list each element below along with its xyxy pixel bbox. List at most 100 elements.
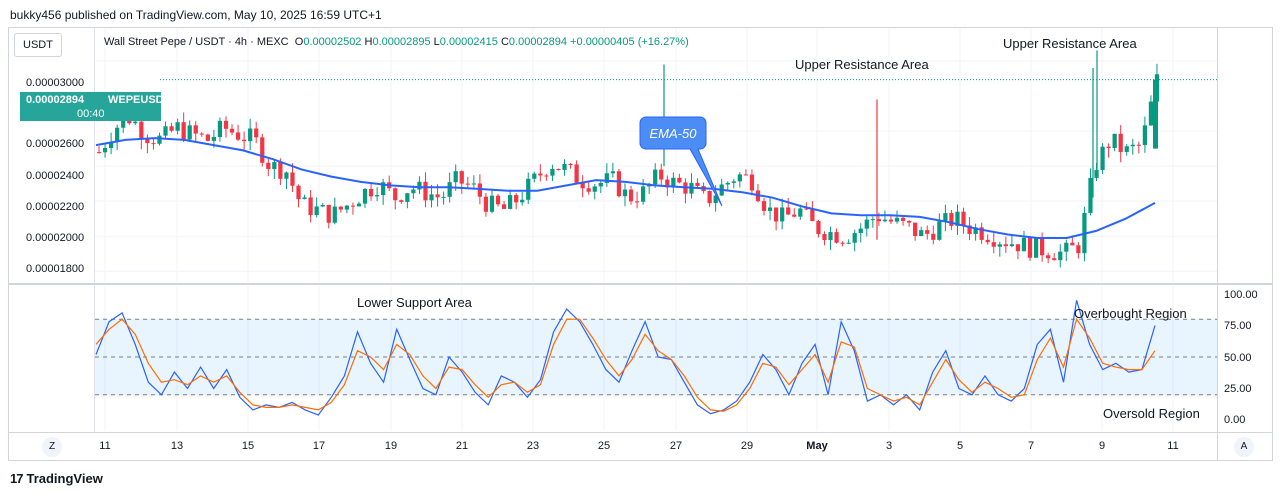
time-tick: 19 [384,440,398,452]
candle-body [767,207,773,211]
osc-tick: 50.00 [1224,352,1252,364]
candle-body [1070,242,1075,246]
candle-body [1033,238,1039,258]
pane-divider[interactable] [8,283,1273,285]
candle-body [574,164,579,183]
candle-body [241,139,247,142]
candle-body [634,201,640,203]
last-price-symbol: WEPEUSDT [108,94,171,106]
candle-body [943,213,948,222]
time-tick: 29 [740,440,754,452]
symbol-legend: Wall Street Pepe / USDT · 4h · MEXC O0.0… [104,36,689,48]
candle-body [786,207,791,215]
candle-body [423,181,428,201]
candle-body [1112,133,1117,148]
candle-body [961,211,966,226]
currency-button[interactable]: USDT [14,33,62,57]
candle-body [834,232,839,243]
ema-callout-label: EMA-50 [650,126,698,141]
candle-body [465,183,470,185]
low-label: L [433,36,440,48]
candle-body [894,217,900,222]
bar-countdown: 00:40 [77,108,105,120]
candle-body [108,141,114,148]
candle-body [248,128,253,142]
stoch-k-line [95,300,1156,416]
time-axis-divider [8,432,1273,433]
candle-body [955,211,960,226]
candle-body [882,219,888,222]
candle-body [393,188,398,201]
zoom-button[interactable]: Z [42,437,62,457]
candle-body [1003,244,1008,247]
candle-body [133,121,138,124]
candle-body [913,222,918,236]
candle-body [616,171,622,197]
candle-body [260,137,265,163]
candle-body [677,177,682,183]
candle-body [471,183,476,185]
candle-body [1058,251,1063,261]
candle-body [356,203,362,207]
candle-body [997,244,1002,247]
candle-body [205,134,210,141]
lower-support-label: Lower Support Area [357,295,472,310]
candle-body [157,135,162,144]
candle-body [121,118,126,128]
tradingview-logo[interactable]: 17 TradingView [10,471,103,486]
auto-scale-button[interactable]: A [1234,437,1254,457]
candle-body [1124,146,1129,152]
candle-body [562,163,567,170]
time-tick: 13 [170,440,184,452]
candle-body [320,204,325,207]
candle-body [792,214,797,217]
candle-body [985,239,990,243]
candle-body [266,162,271,169]
candle-body [362,188,368,204]
time-tick: 9 [1098,440,1106,452]
candle-body [139,121,144,140]
candle-body [1064,242,1069,252]
osc-tick: 100.00 [1224,289,1258,301]
candle-body [489,195,495,212]
candle-body [338,206,343,210]
right-axis-divider [1217,28,1218,460]
candle-body [1015,244,1021,252]
candle-body [314,206,319,216]
candle-body [1052,258,1057,261]
candle-body [592,186,597,192]
candle-body [858,228,863,234]
candle-body [374,195,380,197]
time-tick: 11 [1167,440,1179,452]
candle-body [725,182,730,185]
close-label: C [500,36,509,48]
symbol-name[interactable]: Wall Street Pepe / USDT · 4h · MEXC [104,36,289,48]
candle-body [1046,255,1051,259]
candle-body [568,163,573,165]
time-tick: 25 [597,440,611,452]
candle-body [507,195,513,209]
candle-body [900,217,906,221]
candle-body [520,199,525,203]
candle-body [1021,237,1027,252]
time-tick: 5 [956,440,964,452]
candle-body [477,183,483,197]
candle-body [211,137,217,141]
candle-body [344,205,350,210]
candle-body [640,186,646,202]
brand-name: TradingView [26,471,103,486]
price-tick: 0.00001800 [26,263,85,275]
candle-body [1094,169,1099,178]
oversold-label: Oversold Region [1103,406,1200,421]
close-value: 0.00002894 [508,36,568,48]
candle-body [665,179,670,188]
time-tick: 27 [669,440,683,452]
candle-body [296,185,301,200]
candle-body [229,128,235,133]
candle-body [399,200,404,202]
osc-tick: 25.00 [1224,383,1252,395]
osc-tick: 75.00 [1224,320,1252,332]
candle-body [332,206,337,223]
osc-tick: 0.00 [1224,414,1246,426]
